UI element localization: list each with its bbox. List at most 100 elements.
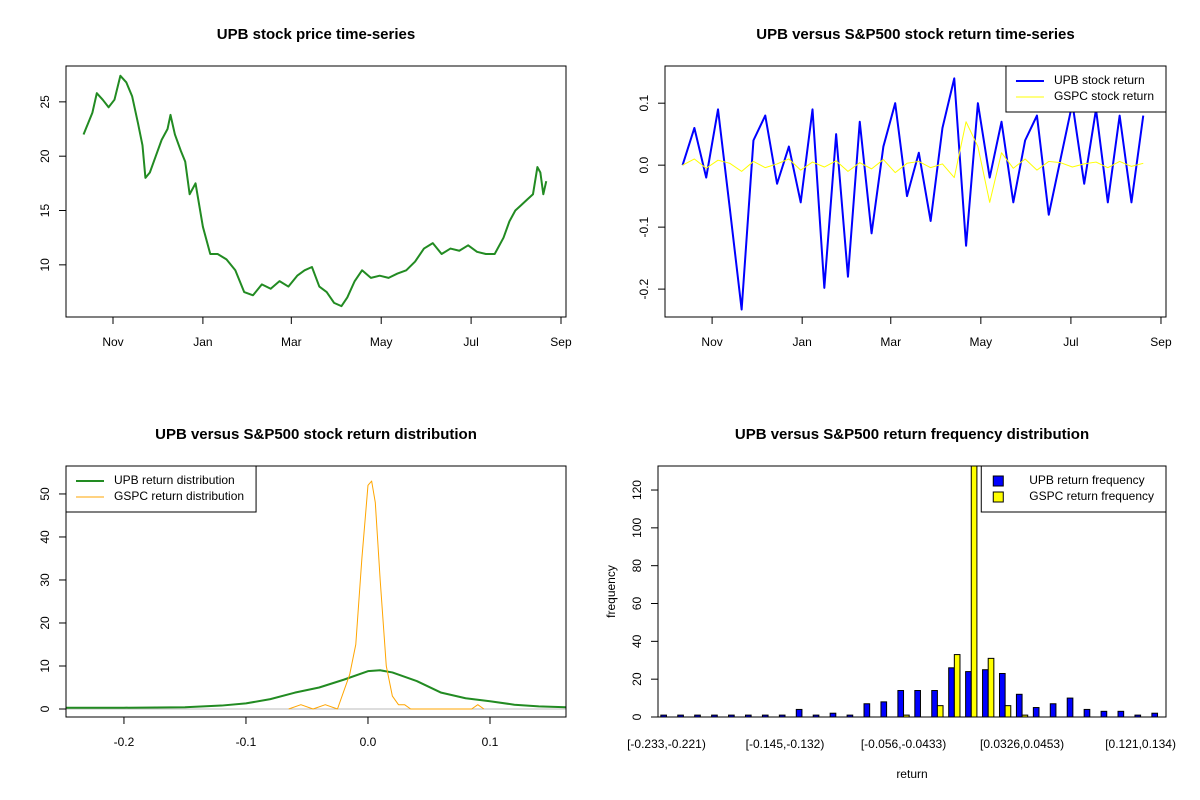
bar — [914, 690, 921, 717]
x-tick-label: Sep — [550, 335, 572, 349]
plot-frame — [664, 65, 1167, 318]
bar — [829, 712, 837, 717]
chart-title: UPB versus S&P500 stock return distribut… — [155, 426, 477, 443]
y-tick-label: 100 — [630, 518, 644, 538]
bar — [1134, 714, 1142, 717]
legend-swatch — [992, 491, 1004, 503]
legend-label: GSPC return distribution — [114, 489, 244, 503]
x-tick-label: Jan — [193, 335, 212, 349]
bar — [1049, 703, 1057, 717]
plot-frame — [657, 465, 1167, 718]
x-tick-label: [-0.145,-0.132) — [746, 737, 825, 751]
bar — [778, 714, 786, 717]
y-tick-label: 20 — [38, 149, 52, 163]
x-tick-label: [0.0326,0.0453) — [980, 737, 1064, 751]
x-axis-title: return — [896, 767, 927, 781]
legend-label: UPB return frequency — [1029, 473, 1144, 487]
x-tick-label: [0.121,0.134) — [1105, 737, 1176, 751]
bar — [880, 701, 888, 717]
y-tick-label: -0.2 — [637, 278, 651, 299]
y-tick-label: 120 — [630, 480, 644, 500]
y-tick-label: 40 — [38, 530, 52, 544]
bar — [761, 714, 769, 717]
bar — [936, 705, 944, 717]
legend-frame — [1005, 65, 1167, 113]
y-tick-label: 0.1 — [637, 95, 651, 112]
chart-title: UPB stock price time-series — [217, 26, 415, 43]
plot-frame — [65, 65, 567, 318]
chart-title: UPB versus S&P500 stock return time-seri… — [756, 26, 1074, 43]
y-tick-label: 10 — [38, 258, 52, 272]
x-tick-label: Mar — [880, 335, 901, 349]
x-tick-label: -0.2 — [114, 735, 135, 749]
bar — [903, 714, 910, 717]
bar — [1015, 693, 1023, 717]
bar — [982, 669, 989, 717]
bar — [948, 667, 955, 717]
bar — [931, 690, 938, 717]
y-tick-label: 0 — [630, 713, 644, 720]
bar — [795, 708, 803, 717]
bar — [1004, 705, 1012, 717]
bar — [1151, 712, 1159, 717]
y-tick-label: 0.0 — [637, 156, 651, 173]
plot-frame — [65, 465, 567, 718]
y-tick-label: 15 — [38, 204, 52, 218]
legend-frame — [980, 465, 1167, 513]
series-line — [682, 121, 1144, 203]
y-tick-label: 40 — [630, 634, 644, 648]
x-tick-label: May — [970, 335, 993, 349]
bar — [1117, 710, 1125, 717]
bar — [694, 714, 701, 717]
series-line — [681, 77, 1145, 311]
y-tick-label: 60 — [630, 597, 644, 611]
x-tick-label: [-0.056,-0.0433) — [861, 737, 946, 751]
legend-label: UPB return distribution — [114, 473, 235, 487]
bar — [846, 714, 854, 717]
legend-label: GSPC return frequency — [1029, 489, 1154, 503]
bar — [1083, 708, 1091, 717]
y-tick-label: 50 — [38, 487, 52, 501]
bar — [863, 703, 871, 717]
y-tick-label: 80 — [630, 559, 644, 573]
series-line — [82, 74, 548, 308]
y-tick-label: 20 — [38, 616, 52, 630]
x-tick-label: Nov — [701, 335, 722, 349]
bar — [1032, 707, 1040, 717]
y-tick-label: -0.1 — [637, 216, 651, 237]
legend-label: UPB stock return — [1054, 73, 1145, 87]
bar — [1066, 697, 1074, 717]
legend-label: GSPC stock return — [1054, 89, 1154, 103]
x-tick-label: Mar — [281, 335, 302, 349]
chart-title: UPB versus S&P500 return frequency distr… — [735, 426, 1089, 443]
bar — [744, 714, 752, 717]
x-tick-label: 0.0 — [360, 735, 377, 749]
bar — [897, 690, 905, 717]
x-tick-label: -0.1 — [236, 735, 257, 749]
y-tick-label: 30 — [38, 573, 52, 587]
bar — [987, 657, 995, 717]
y-axis-title: frequency — [604, 565, 618, 618]
series-line — [66, 669, 567, 709]
x-tick-label: [-0.233,-0.221) — [627, 737, 706, 751]
x-tick-label: Jul — [1063, 335, 1078, 349]
bar — [1021, 714, 1029, 717]
x-tick-label: May — [370, 335, 393, 349]
bars — [660, 466, 1159, 717]
legend-frame — [65, 465, 257, 513]
x-tick-label: Nov — [102, 335, 123, 349]
x-tick-label: 0.1 — [482, 735, 499, 749]
y-tick-label: 20 — [630, 672, 644, 686]
x-tick-label: Jan — [792, 335, 811, 349]
bar — [677, 714, 684, 717]
bar — [1100, 710, 1108, 717]
x-tick-label: Jul — [463, 335, 478, 349]
y-tick-label: 25 — [38, 95, 52, 109]
y-tick-label: 10 — [38, 659, 52, 673]
legend-swatch — [992, 475, 1004, 487]
bar — [970, 466, 978, 717]
y-tick-label: 0 — [38, 705, 52, 712]
series-line — [288, 480, 485, 710]
